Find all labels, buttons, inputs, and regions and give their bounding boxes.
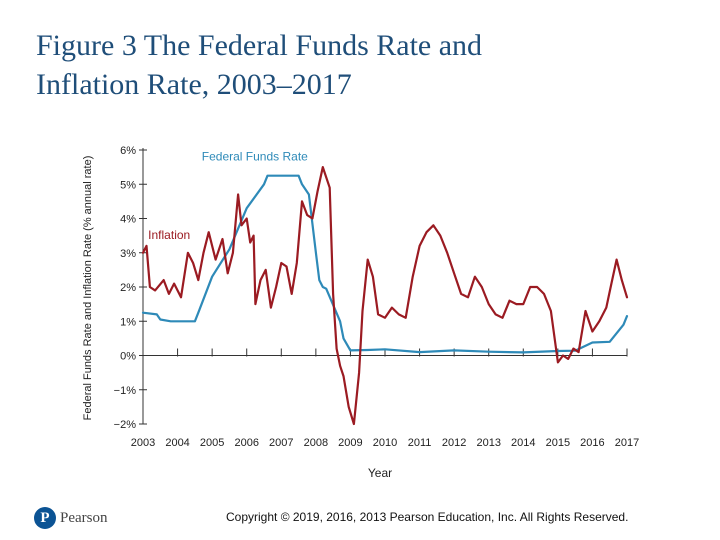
y-axis-title: Federal Funds Rate and Inflation Rate (%… [82, 156, 94, 421]
copyright-notice: Copyright © 2019, 2016, 2013 Pearson Edu… [226, 510, 629, 524]
x-axis-title: Year [368, 466, 392, 480]
x-tick-label: 2017 [615, 437, 639, 449]
y-tick-label: 2% [120, 282, 136, 294]
y-tick-label: 4% [120, 214, 136, 226]
inflation-line [141, 166, 629, 426]
federal-funds-rate-label: Federal Funds Rate [202, 149, 308, 163]
slide-title-line-2: Inflation Rate, 2003–2017 [36, 68, 352, 101]
x-tick-label: 2009 [338, 437, 362, 449]
x-tick-label: 2003 [131, 437, 155, 449]
x-tick-label: 2005 [200, 437, 224, 449]
y-tick-label: −1% [114, 385, 137, 397]
y-tick-label: 5% [120, 179, 136, 191]
x-tick-label: 2007 [269, 437, 293, 449]
federal-funds-rate-line [141, 174, 629, 354]
x-tick-label: 2011 [408, 437, 432, 449]
slide-title-line-1: Figure 3 The Federal Funds Rate and [36, 29, 483, 62]
pearson-logo-mark: P [34, 507, 56, 529]
x-tick-label: 2013 [476, 437, 500, 449]
slide-title: Figure 3 The Federal Funds Rate and Infl… [36, 26, 686, 104]
x-tick-label: 2008 [304, 437, 328, 449]
y-tick-label: 6% [120, 145, 136, 157]
inflation-label: Inflation [148, 228, 190, 242]
y-tick-label: −2% [114, 419, 137, 431]
x-tick-label: 2015 [546, 437, 570, 449]
x-tick-label: 2016 [580, 437, 604, 449]
chart-axes [139, 148, 628, 425]
x-tick-label: 2012 [442, 437, 466, 449]
y-tick-label: 1% [120, 316, 136, 328]
chart-series [141, 166, 629, 426]
pearson-logo: P Pearson [34, 505, 108, 531]
x-tick-label: 2006 [234, 437, 258, 449]
y-tick-label: 3% [120, 248, 136, 260]
x-tick-label: 2004 [165, 437, 189, 449]
x-tick-label: 2014 [511, 437, 535, 449]
pearson-logo-text: Pearson [60, 509, 108, 526]
y-tick-label: 0% [120, 351, 136, 363]
chart-labels: −2% −1% 0% 1% 2% 3% 4% 5% 6% 2003 2004 2005 2006 2007… [82, 145, 639, 480]
x-tick-label: 2010 [373, 437, 397, 449]
